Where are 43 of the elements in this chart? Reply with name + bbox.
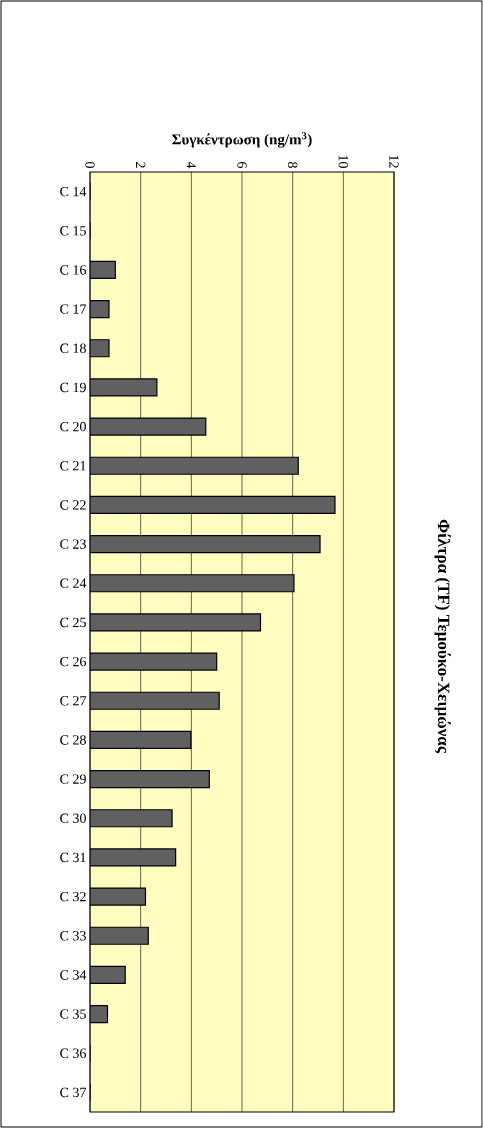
bar (90, 809, 173, 828)
y-tick-label: C 31 (60, 852, 86, 863)
x-tick-label: 0 (85, 162, 95, 168)
y-tick-label: C 22 (60, 500, 86, 510)
y-tick-label: C 26 (60, 656, 87, 667)
x-tick-label: 12 (389, 155, 399, 168)
y-tick-label: C 16 (60, 265, 87, 275)
bar (90, 691, 220, 710)
bar (90, 495, 336, 515)
text: Φίλτρα (TF) Τεμούκο-Χειμώνας (434, 519, 451, 754)
bar (90, 769, 210, 789)
y-tick-label: C 33 (60, 931, 86, 941)
y-tick-label: C 35 (60, 1009, 86, 1019)
y-tick-label: C 17 (60, 304, 87, 314)
y-tick-label: C 15 (60, 226, 86, 236)
bar (90, 730, 192, 750)
bar (90, 965, 126, 985)
y-tick-label: C 27 (60, 696, 87, 706)
y-tick-label: C 18 (60, 343, 86, 353)
bar (90, 574, 295, 593)
y-tick-label: C 34 (60, 970, 87, 980)
y-tick-label: C 14 (60, 186, 87, 197)
y-tick-label: C 19 (60, 382, 86, 393)
y-tick-label: C 28 (60, 735, 86, 745)
x-axis-title: Συγκέντρωση (ng/m$^{3}$) (172, 132, 312, 148)
bar (90, 534, 321, 554)
x-tick-label: 10 (338, 155, 349, 168)
x-tick-label: 8 (287, 162, 298, 168)
y-tick-label: C 25 (60, 617, 86, 628)
x-tick-label: 4 (186, 161, 196, 169)
y-tick-label: C 37 (60, 1087, 87, 1098)
x-tick-label: 6 (237, 162, 247, 169)
y-tick-label: C 23 (60, 539, 86, 549)
y-tick-label: C 36 (60, 1048, 87, 1058)
bar (90, 926, 149, 945)
y-tick-label: C 21 (60, 461, 86, 471)
y-tick-label: C 30 (60, 813, 86, 823)
y-tick-label: C 20 (60, 421, 86, 432)
bar (90, 456, 299, 475)
y-tick-label: C 29 (60, 774, 86, 784)
x-tick-label: 2 (136, 162, 146, 168)
y-tick-label: C 32 (60, 891, 86, 902)
y-tick-label: C 24 (60, 578, 87, 588)
